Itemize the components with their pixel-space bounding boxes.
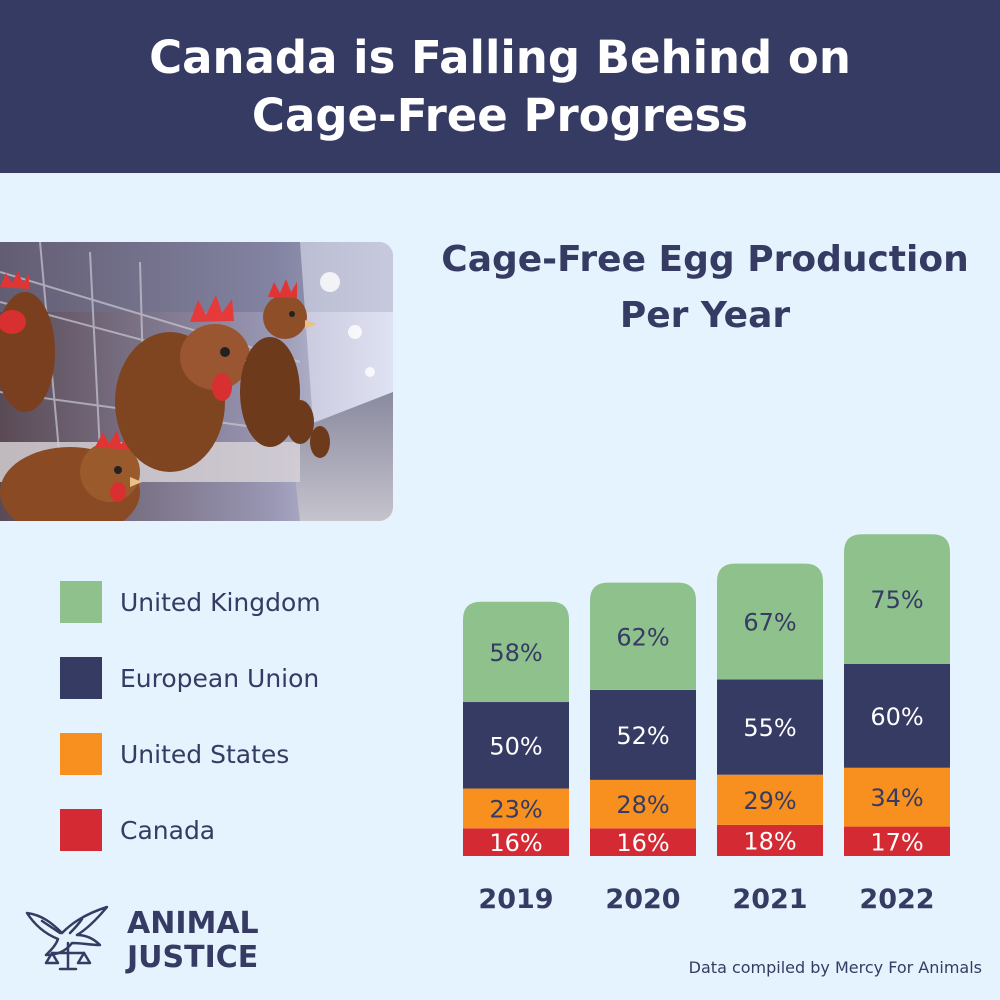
legend-item-united-states: United States xyxy=(60,732,420,776)
bar-group-2022: 17% 34% 60% 75% 2022 xyxy=(844,534,950,915)
bar-segment-european-union-2019 xyxy=(463,702,569,789)
legend-swatch xyxy=(60,733,102,775)
bar-segment-united-kingdom-2020 xyxy=(590,582,696,690)
dove-scales-icon xyxy=(25,905,109,971)
legend-item-united-kingdom: United Kingdom xyxy=(60,580,420,624)
data-label: 52% xyxy=(616,722,669,750)
data-label: 17% xyxy=(870,828,923,856)
data-label: 18% xyxy=(743,827,796,855)
bar-segment-united-states-2022 xyxy=(844,767,950,827)
page-title: Canada is Falling Behind on Cage-Free Pr… xyxy=(149,30,851,142)
data-label: 16% xyxy=(616,829,669,857)
logo-line-1: ANIMAL xyxy=(127,906,259,941)
data-label: 34% xyxy=(870,784,923,812)
hens-in-cages-photo xyxy=(0,242,393,521)
bar-segment-european-union-2020 xyxy=(590,689,696,780)
legend-label: United States xyxy=(120,739,290,769)
bar-segment-european-union-2022 xyxy=(844,663,950,768)
bar-segment-united-states-2020 xyxy=(590,779,696,829)
logo-text: ANIMAL JUSTICE xyxy=(127,907,259,975)
x-tick-label: 2021 xyxy=(732,884,807,915)
legend-item-canada: Canada xyxy=(60,808,420,852)
bar-group-2021: 18% 29% 55% 67% 2021 xyxy=(717,563,823,915)
bar-segment-united-kingdom-2022 xyxy=(844,534,950,664)
data-label: 67% xyxy=(743,609,796,637)
bar-segment-united-kingdom-2021 xyxy=(717,563,823,680)
bar-group-2020: 16% 28% 52% 62% 2020 xyxy=(590,582,696,915)
bar-group-2019: 16% 23% 50% 58% 2019 xyxy=(463,601,569,915)
data-label: 75% xyxy=(870,586,923,614)
legend-label: European Union xyxy=(120,663,320,693)
source-footnote: Data compiled by Mercy For Animals xyxy=(688,958,982,977)
x-tick-label: 2020 xyxy=(605,884,680,915)
data-label: 28% xyxy=(616,791,669,819)
logo-line-2: JUSTICE xyxy=(127,940,259,975)
bar-segment-canada-2022 xyxy=(844,826,950,856)
bar-segment-canada-2021 xyxy=(717,824,823,856)
animal-justice-logo: ANIMAL JUSTICE xyxy=(22,905,282,980)
bar-segment-united-states-2021 xyxy=(717,774,823,825)
bar-segment-united-kingdom-2019 xyxy=(463,601,569,703)
legend-label: United Kingdom xyxy=(120,587,321,617)
data-label: 50% xyxy=(489,732,542,760)
legend-label: Canada xyxy=(120,815,216,845)
data-label: 29% xyxy=(743,787,796,815)
data-label: 16% xyxy=(489,829,542,857)
legend-swatch xyxy=(60,657,102,699)
chart-title: Cage-Free Egg Production Per Year xyxy=(441,239,969,336)
header-banner: Canada is Falling Behind on Cage-Free Pr… xyxy=(0,0,1000,173)
data-label: 58% xyxy=(489,639,542,667)
data-label: 60% xyxy=(870,703,923,731)
legend-swatch xyxy=(60,809,102,851)
bar-segment-canada-2019 xyxy=(463,828,569,856)
bar-segment-united-states-2019 xyxy=(463,788,569,829)
legend-swatch xyxy=(60,581,102,623)
data-label: 23% xyxy=(489,795,542,823)
bar-segment-european-union-2021 xyxy=(717,679,823,775)
data-label: 62% xyxy=(616,623,669,651)
bar-segment-canada-2020 xyxy=(590,828,696,856)
data-label: 55% xyxy=(743,714,796,742)
legend-item-european-union: European Union xyxy=(60,656,420,700)
x-tick-label: 2022 xyxy=(859,884,934,915)
x-tick-label: 2019 xyxy=(478,884,553,915)
